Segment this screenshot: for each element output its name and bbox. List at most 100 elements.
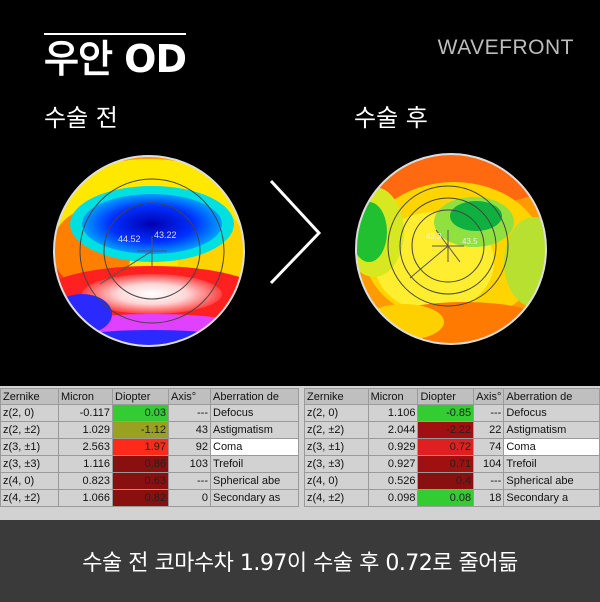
micron-cell: 0.929: [367, 438, 419, 456]
table-header-row: Zernike Micron Diopter Axis° Aberration …: [0, 388, 299, 405]
after-readout-right: 43.5: [462, 237, 478, 246]
zernike-cell: z(2, 0): [304, 404, 369, 422]
aberration-name-cell: Coma: [503, 438, 600, 456]
micron-cell: 2.563: [58, 438, 113, 456]
diopter-cell: 0.08: [417, 489, 475, 507]
column-header[interactable]: Axis°: [168, 388, 211, 405]
before-surgery-label: 수술 전: [44, 104, 118, 132]
table-row[interactable]: z(4, ±2) 0.098 0.08 18 Secondary a: [304, 489, 600, 507]
zernike-cell: z(4, ±2): [304, 489, 369, 507]
table-row[interactable]: z(3, ±1) 2.563 1.97 92 Coma: [0, 438, 299, 456]
aberration-name-cell: Spherical abe: [503, 472, 600, 490]
table-row[interactable]: z(4, ±2) 1.066 0.82 0 Secondary as: [0, 489, 299, 507]
axis-cell: 22: [473, 421, 505, 439]
before-readout-left: 44.52: [118, 234, 141, 244]
micron-cell: 2.044: [367, 421, 419, 439]
table-row[interactable]: z(2, ±2) 1.029 -1.12 43 Astigmatism: [0, 421, 299, 439]
zernike-table-before: Zernike Micron Diopter Axis° Aberration …: [0, 388, 299, 507]
wavefront-map-after: 43.3 43.5: [355, 153, 547, 345]
after-readout-left: 43.3: [426, 232, 442, 241]
aberration-name-cell: Spherical abe: [210, 472, 299, 490]
axis-cell: 0: [168, 489, 211, 507]
micron-cell: 0.823: [58, 472, 113, 490]
column-header[interactable]: Aberration de: [503, 388, 600, 405]
diopter-cell: 0.72: [417, 438, 475, 456]
axis-cell: ---: [473, 472, 505, 490]
column-header[interactable]: Micron: [58, 388, 113, 405]
axis-cell: 18: [473, 489, 505, 507]
aberration-name-cell: Trefoil: [503, 455, 600, 473]
zernike-cell: z(3, ±3): [304, 455, 369, 473]
column-header[interactable]: Axis°: [473, 388, 505, 405]
table-header-row: Zernike Micron Diopter Axis° Aberration …: [304, 388, 600, 405]
aberration-name-cell: Secondary a: [503, 489, 600, 507]
aberration-name-cell: Astigmatism: [503, 421, 600, 439]
diopter-cell: 0.63: [112, 472, 169, 490]
axis-cell: ---: [168, 404, 211, 422]
after-surgery-label: 수술 후: [354, 104, 428, 132]
micron-cell: 1.029: [58, 421, 113, 439]
zernike-tables: Zernike Micron Diopter Axis° Aberration …: [0, 386, 600, 520]
aberration-name-cell: Coma: [210, 438, 299, 456]
axis-cell: 104: [473, 455, 505, 473]
aberration-name-cell: Secondary as: [210, 489, 299, 507]
table-row[interactable]: z(4, 0) 0.526 0.4 --- Spherical abe: [304, 472, 600, 490]
axis-cell: 103: [168, 455, 211, 473]
table-row[interactable]: z(2, ±2) 2.044 -2.22 22 Astigmatism: [304, 421, 600, 439]
wavefront-map-before: 44.52 43.22: [53, 155, 245, 347]
table-row[interactable]: z(3, ±1) 0.929 0.72 74 Coma: [304, 438, 600, 456]
table-row[interactable]: z(2, 0) 1.106 -0.85 --- Defocus: [304, 404, 600, 422]
column-header[interactable]: Zernike: [304, 388, 369, 405]
zernike-cell: z(4, 0): [304, 472, 369, 490]
micron-cell: 0.927: [367, 455, 419, 473]
zernike-cell: z(3, ±1): [0, 438, 59, 456]
aberration-name-cell: Trefoil: [210, 455, 299, 473]
zernike-cell: z(2, ±2): [304, 421, 369, 439]
zernike-cell: z(2, 0): [0, 404, 59, 422]
title-rule: [44, 33, 186, 35]
table-row[interactable]: z(4, 0) 0.823 0.63 --- Spherical abe: [0, 472, 299, 490]
micron-cell: 1.106: [367, 404, 419, 422]
table-row[interactable]: z(3, ±3) 0.927 0.71 104 Trefoil: [304, 455, 600, 473]
aberration-name-cell: Defocus: [210, 404, 299, 422]
axis-cell: 43: [168, 421, 211, 439]
table-row[interactable]: z(2, 0) -0.117 0.03 --- Defocus: [0, 404, 299, 422]
micron-cell: -0.117: [58, 404, 113, 422]
diopter-cell: 0.03: [112, 404, 169, 422]
diopter-cell: 0.82: [112, 489, 169, 507]
brand-label: WAVEFRONT: [437, 36, 574, 59]
diopter-cell: 0.4: [417, 472, 475, 490]
zernike-cell: z(2, ±2): [0, 421, 59, 439]
column-header[interactable]: Zernike: [0, 388, 59, 405]
table-row[interactable]: z(3, ±3) 1.116 0.86 103 Trefoil: [0, 455, 299, 473]
before-readout-right: 43.22: [154, 230, 177, 240]
column-header[interactable]: Micron: [367, 388, 419, 405]
zernike-cell: z(3, ±1): [304, 438, 369, 456]
column-header[interactable]: Diopter: [112, 388, 169, 405]
diopter-cell: 1.97: [112, 438, 169, 456]
axis-cell: 92: [168, 438, 211, 456]
column-header[interactable]: Aberration de: [210, 388, 299, 405]
aberration-name-cell: Astigmatism: [210, 421, 299, 439]
micron-cell: 0.526: [367, 472, 419, 490]
page-title: 우안 OD: [44, 37, 187, 81]
micron-cell: 0.098: [367, 489, 419, 507]
diopter-cell: -1.12: [112, 421, 169, 439]
zernike-cell: z(3, ±3): [0, 455, 59, 473]
caption-text: 수술 전 코마수차 1.97이 수술 후 0.72로 줄어듦: [82, 551, 518, 576]
caption-bar: 수술 전 코마수차 1.97이 수술 후 0.72로 줄어듦: [0, 520, 600, 602]
aberration-name-cell: Defocus: [503, 404, 600, 422]
diopter-cell: 0.86: [112, 455, 169, 473]
zernike-table-after: Zernike Micron Diopter Axis° Aberration …: [304, 388, 600, 507]
zernike-cell: z(4, 0): [0, 472, 59, 490]
axis-cell: 74: [473, 438, 505, 456]
diopter-cell: 0.71: [417, 455, 475, 473]
micron-cell: 1.116: [58, 455, 113, 473]
micron-cell: 1.066: [58, 489, 113, 507]
chevron-right-icon: [269, 179, 322, 285]
diopter-cell: -0.85: [417, 404, 475, 422]
axis-cell: ---: [473, 404, 505, 422]
axis-cell: ---: [168, 472, 211, 490]
zernike-cell: z(4, ±2): [0, 489, 59, 507]
column-header[interactable]: Diopter: [417, 388, 475, 405]
